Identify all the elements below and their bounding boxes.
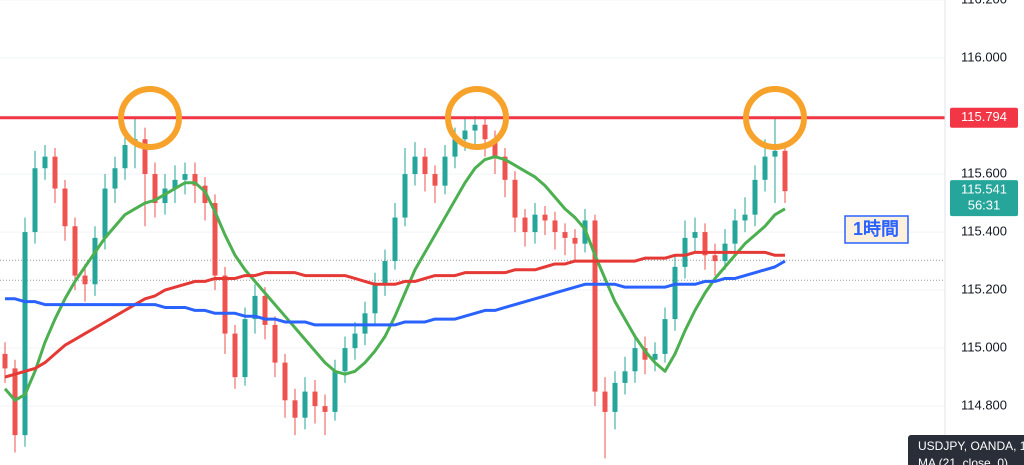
countdown: 56:31 — [968, 198, 1001, 213]
candle-body — [532, 214, 538, 233]
candle-body — [72, 226, 78, 276]
candle-body — [502, 156, 508, 180]
legend-text: MA (21, close, 0) — [918, 456, 1008, 465]
candle-body — [632, 348, 638, 372]
candle-body — [212, 203, 218, 276]
candle-body — [612, 382, 618, 412]
candle-body — [752, 179, 758, 215]
y-tick-label: 115.200 — [961, 282, 1007, 297]
candle-body — [702, 232, 708, 256]
candle-body — [452, 139, 458, 157]
candle-body — [332, 371, 338, 412]
candle-body — [572, 237, 578, 244]
annotation: 1時間 — [853, 219, 899, 239]
candle-body — [462, 130, 468, 140]
candle-body — [372, 284, 378, 314]
y-tick-label: 116.000 — [961, 49, 1007, 64]
y-tick-label: 116.200 — [961, 0, 1007, 6]
candle-body — [692, 232, 698, 238]
candle-body — [412, 156, 418, 175]
price-label-box — [950, 107, 1018, 128]
candle-body — [642, 348, 648, 360]
candle-body — [402, 174, 408, 218]
candle-body — [742, 214, 748, 221]
candle-body — [772, 150, 778, 157]
candle-body — [542, 214, 548, 221]
moving-average — [5, 259, 786, 327]
candle-body — [342, 348, 348, 372]
candle-body — [252, 295, 258, 320]
candle-body — [142, 139, 148, 175]
candle-body — [782, 150, 788, 192]
candle-body — [492, 139, 498, 157]
candle-body — [732, 220, 738, 244]
candle-body — [472, 124, 478, 131]
y-tick-label: 114.800 — [961, 398, 1007, 413]
candle-body — [352, 333, 358, 349]
candle-body — [512, 179, 518, 218]
candle-body — [42, 156, 48, 169]
candle-body — [322, 406, 328, 412]
candle-body — [262, 295, 268, 325]
last-price-box — [950, 180, 1018, 217]
candle-body — [662, 319, 668, 354]
candle-body — [122, 145, 128, 169]
candle-body — [272, 324, 278, 363]
annotation-box — [844, 215, 909, 244]
legend-text: USDJPY, OANDA, 1 — [918, 439, 1024, 453]
candle-body — [292, 400, 298, 418]
candle-body — [312, 391, 318, 407]
candle-body — [652, 353, 658, 360]
candle-body — [242, 319, 248, 378]
candle-body — [482, 124, 488, 140]
candle-body — [2, 353, 8, 369]
last-price-label: 115.541 — [961, 182, 1007, 197]
y-tick-label: 115.000 — [961, 340, 1007, 355]
candle-body — [682, 237, 688, 267]
candle-body — [182, 174, 188, 180]
candle-body — [762, 156, 768, 180]
price-label: 115.794 — [961, 109, 1007, 124]
candle-body — [82, 275, 88, 285]
legend-box — [908, 435, 1024, 465]
candle-body — [32, 168, 38, 233]
candle-body — [392, 217, 398, 262]
candle-body — [52, 156, 58, 189]
highlight-circle — [445, 86, 509, 150]
candle-body — [432, 174, 438, 186]
candle-body — [92, 237, 98, 285]
y-tick-label: 115.400 — [961, 224, 1007, 239]
candle-body — [382, 261, 388, 285]
candle-body — [222, 275, 228, 334]
candle-body — [112, 168, 118, 189]
candle-body — [622, 371, 628, 383]
candle-body — [422, 156, 428, 175]
candle-body — [442, 156, 448, 186]
candle-body — [232, 333, 238, 378]
candle-body — [152, 174, 158, 204]
y-tick-label: 115.600 — [961, 165, 1007, 180]
candle-body — [62, 188, 68, 227]
moving-average — [3, 155, 786, 402]
candle-body — [562, 232, 568, 238]
candle-body — [192, 174, 198, 186]
highlight-circle — [743, 86, 807, 150]
candle-body — [172, 179, 178, 189]
candle-body — [22, 232, 28, 436]
candle-body — [102, 188, 108, 238]
candle-body — [552, 220, 558, 233]
highlight-circle — [118, 86, 182, 150]
candle-body — [592, 220, 598, 392]
candle-body — [282, 362, 288, 401]
candle-body — [602, 391, 608, 412]
candle-body — [712, 255, 718, 262]
candle-body — [522, 217, 528, 233]
candle-body — [672, 266, 678, 320]
candle-body — [302, 391, 308, 418]
